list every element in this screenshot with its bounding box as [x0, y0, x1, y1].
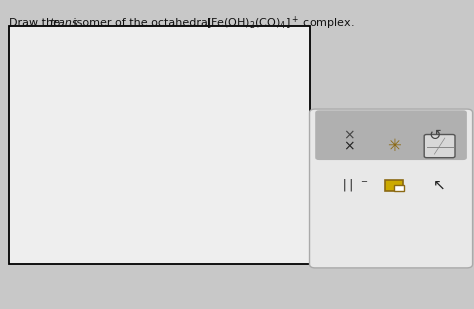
- Text: trans: trans: [50, 18, 78, 28]
- Bar: [9, 26, 310, 264]
- Text: ×: ×: [343, 139, 355, 153]
- Bar: [385, 180, 403, 191]
- Text: isomer of the octahedral: isomer of the octahedral: [70, 18, 215, 28]
- Text: −: −: [360, 177, 367, 186]
- Text: ||: ||: [341, 179, 356, 192]
- Text: $\mathregular{[Fe(OH)_2(CO)_4]^+}$ complex.: $\mathregular{[Fe(OH)_2(CO)_4]^+}$ compl…: [206, 15, 355, 32]
- FancyBboxPatch shape: [315, 110, 467, 160]
- Text: ✳: ✳: [387, 137, 401, 155]
- Text: ×: ×: [343, 128, 355, 142]
- FancyBboxPatch shape: [310, 109, 473, 268]
- Text: Draw the: Draw the: [9, 18, 63, 28]
- Bar: [394, 185, 403, 191]
- Text: ↺: ↺: [428, 128, 441, 143]
- FancyBboxPatch shape: [424, 134, 455, 158]
- Text: ↖: ↖: [433, 178, 446, 193]
